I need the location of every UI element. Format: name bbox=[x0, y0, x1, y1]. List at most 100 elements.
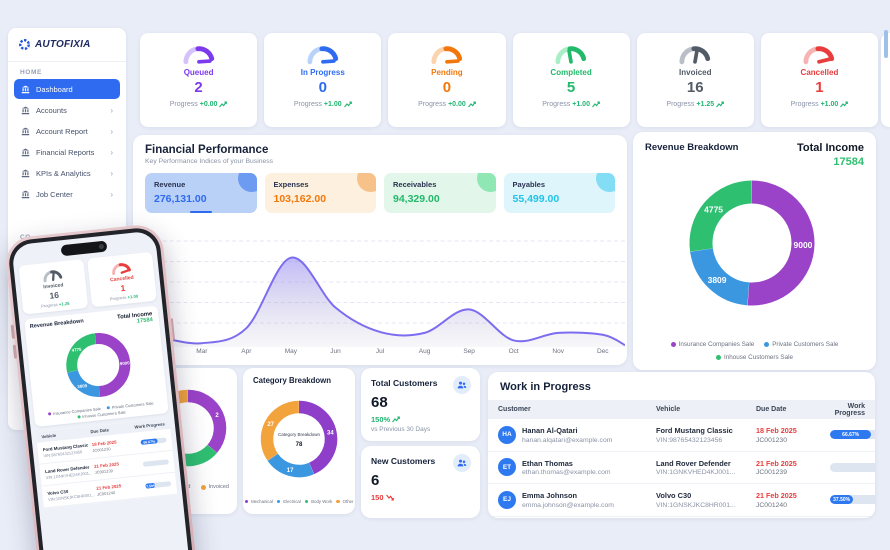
legend-row: Inhouse Customers Sale bbox=[633, 354, 876, 361]
svg-text:Category Breakdown: Category Breakdown bbox=[278, 432, 321, 437]
vehicle-vin: VIN:1GNKVHED4KJ001... bbox=[656, 469, 736, 476]
table-row[interactable]: ET Ethan Thomas ethan.thomas@example.com… bbox=[488, 452, 875, 484]
legend-row: Insurance Companies Sale Private Custome… bbox=[633, 341, 876, 348]
due-date: 21 Feb 2025 bbox=[756, 458, 797, 468]
corner-blob bbox=[357, 173, 376, 192]
bank-icon bbox=[21, 85, 30, 93]
chevron-right-icon: › bbox=[110, 126, 113, 136]
kpi-receivables[interactable]: Receivables 94,329.00 bbox=[384, 173, 496, 213]
progress-bar: 37.50% bbox=[830, 495, 875, 505]
status-card-progress: Progress +1.00 bbox=[761, 101, 878, 108]
status-card-progress: Progress +0.00 bbox=[140, 101, 257, 108]
customer-email: emma.johnson@example.com bbox=[522, 501, 614, 509]
status-card-progress: Progress +1.00 bbox=[264, 101, 381, 108]
status-card-value: 0 bbox=[442, 79, 452, 96]
total-income-label: Total Income bbox=[796, 142, 864, 154]
nav-section-home: HOME bbox=[20, 69, 42, 76]
status-card-label: Completed bbox=[550, 68, 592, 77]
phone-screen: Invoiced 16 Progress +1.25 Cancelled 1 P… bbox=[11, 230, 191, 550]
svg-text:34: 34 bbox=[327, 431, 334, 437]
kpi-expenses[interactable]: Expenses 103,162.00 bbox=[264, 173, 376, 213]
total-income-value: 17584 bbox=[833, 156, 864, 168]
avatar: HA bbox=[498, 425, 516, 444]
card-title: New Customers bbox=[371, 456, 436, 466]
trend-caption: vs Previous 30 Days bbox=[371, 426, 431, 433]
customer-email: ethan.thomas@example.com bbox=[522, 469, 611, 476]
customers-count: 68 bbox=[371, 394, 388, 411]
trend-up-icon bbox=[343, 101, 352, 108]
gauge-icon bbox=[43, 270, 62, 283]
job-number: JC001240 bbox=[756, 501, 787, 509]
status-card-value: 16 bbox=[686, 79, 704, 96]
phone-frame: Invoiced 16 Progress +1.25 Cancelled 1 P… bbox=[3, 222, 199, 550]
status-card-label: Invoiced bbox=[679, 68, 712, 77]
trend-down-icon bbox=[385, 494, 394, 501]
corner-blob bbox=[596, 173, 615, 192]
status-card-completed[interactable]: Completed 5 Progress +1.00 bbox=[512, 33, 630, 127]
phone-mockup: Invoiced 16 Progress +1.25 Cancelled 1 P… bbox=[3, 222, 199, 550]
progress-bar bbox=[830, 462, 875, 472]
bank-icon bbox=[21, 106, 30, 114]
new-customers-card: New Customers 6 150 bbox=[361, 446, 480, 518]
trend-up-icon bbox=[467, 101, 476, 108]
scrollbar-thumb[interactable] bbox=[884, 30, 888, 58]
phone-work-table: Vehicle Due Date Work Progress Ford Must… bbox=[35, 417, 178, 509]
status-card-queued[interactable]: Queued 2 Progress +0.00 bbox=[140, 33, 258, 127]
sidebar-item-dashboard[interactable]: Dashboard bbox=[14, 79, 120, 99]
status-card-label: In Progress bbox=[300, 68, 345, 77]
table-row[interactable]: HA Hanan Al-Qatari hanan.alqatari@exampl… bbox=[488, 419, 875, 452]
kpi-revenue[interactable]: Revenue 276,131.00 bbox=[145, 173, 257, 213]
chevron-right-icon: › bbox=[110, 168, 113, 178]
logo-text: AUTOFIXIA bbox=[35, 39, 91, 50]
status-card-cancelled[interactable]: Cancelled 1 Progress +1.00 bbox=[760, 33, 879, 127]
revenue-breakdown-card: Revenue Breakdown Total Income 17584 900… bbox=[633, 132, 876, 370]
category-breakdown-card: Category Breakdown 34 17 27 Category Breakd… bbox=[243, 368, 355, 514]
customer-name: Hanan Al-Qatari bbox=[522, 426, 578, 435]
table-header: Customer Vehicle Due Date Work Progress bbox=[488, 400, 875, 419]
sidebar-item-accounts[interactable]: Accounts › bbox=[14, 100, 120, 120]
phone-status-card-cancelled: Cancelled 1 Progress +1.00 bbox=[87, 251, 157, 308]
legend-row: Mechanical Electrical Body Work Other bbox=[243, 499, 355, 504]
sidebar-item-kpis-analytics[interactable]: KPIs & Analytics › bbox=[14, 163, 120, 183]
status-card-in-progress[interactable]: In Progress 0 Progress +1.00 bbox=[264, 33, 382, 127]
vehicle-name: Land Rover Defender bbox=[656, 458, 731, 468]
sidebar-item-job-center[interactable]: Job Center › bbox=[14, 184, 120, 204]
phone-volume-button bbox=[12, 344, 17, 359]
svg-text:9000: 9000 bbox=[120, 360, 131, 366]
logo-gear-icon bbox=[19, 39, 30, 50]
svg-text:2: 2 bbox=[215, 413, 219, 419]
category-donut-chart: 34 17 27 Category Breakdown 78 bbox=[260, 400, 338, 478]
next-card-peek bbox=[881, 33, 890, 127]
status-card-invoiced[interactable]: Invoiced 16 Progress +1.25 bbox=[636, 33, 754, 127]
sidebar-item-account-report[interactable]: Account Report › bbox=[14, 121, 120, 141]
due-date: 18 Feb 2025 bbox=[756, 426, 797, 435]
svg-text:4775: 4775 bbox=[71, 347, 82, 353]
status-card-value: 0 bbox=[318, 79, 327, 96]
trend-up-icon bbox=[840, 101, 849, 108]
financial-performance-card: Financial Performance Key Performance In… bbox=[133, 135, 627, 365]
trend: 150 bbox=[371, 493, 394, 502]
card-title: Total Customers bbox=[371, 378, 438, 388]
bank-icon bbox=[21, 148, 30, 156]
logo[interactable]: AUTOFIXIA bbox=[8, 28, 126, 62]
table-row[interactable]: EJ Emma Johnson emma.johnson@example.com… bbox=[488, 484, 875, 517]
status-card-value: 1 bbox=[815, 79, 824, 96]
phone-revenue-breakdown-card: Revenue Breakdown Total Income 17584 900… bbox=[24, 305, 169, 427]
bank-icon bbox=[21, 127, 30, 135]
corner-blob bbox=[476, 173, 496, 192]
status-card-pending[interactable]: Pending 0 Progress +0.00 bbox=[388, 33, 506, 127]
bank-icon bbox=[21, 169, 30, 177]
legend-dot bbox=[304, 499, 309, 504]
sidebar-item-financial-reports[interactable]: Financial Reports › bbox=[14, 142, 120, 162]
job-number: JC001230 bbox=[756, 436, 787, 444]
corner-blob bbox=[237, 173, 257, 192]
status-card-label: Cancelled bbox=[800, 68, 839, 77]
trend-up-icon bbox=[716, 101, 724, 108]
customer-email: hanan.alqatari@example.com bbox=[522, 436, 613, 444]
customer-name: Ethan Thomas bbox=[522, 458, 573, 468]
chevron-right-icon: › bbox=[110, 189, 113, 199]
kpi-payables[interactable]: Payables 55,499.00 bbox=[503, 173, 615, 213]
work-in-progress-card: Work in Progress Customer Vehicle Due Da… bbox=[488, 372, 875, 518]
phone-status-card-invoiced: Invoiced 16 Progress +1.25 bbox=[18, 259, 89, 315]
